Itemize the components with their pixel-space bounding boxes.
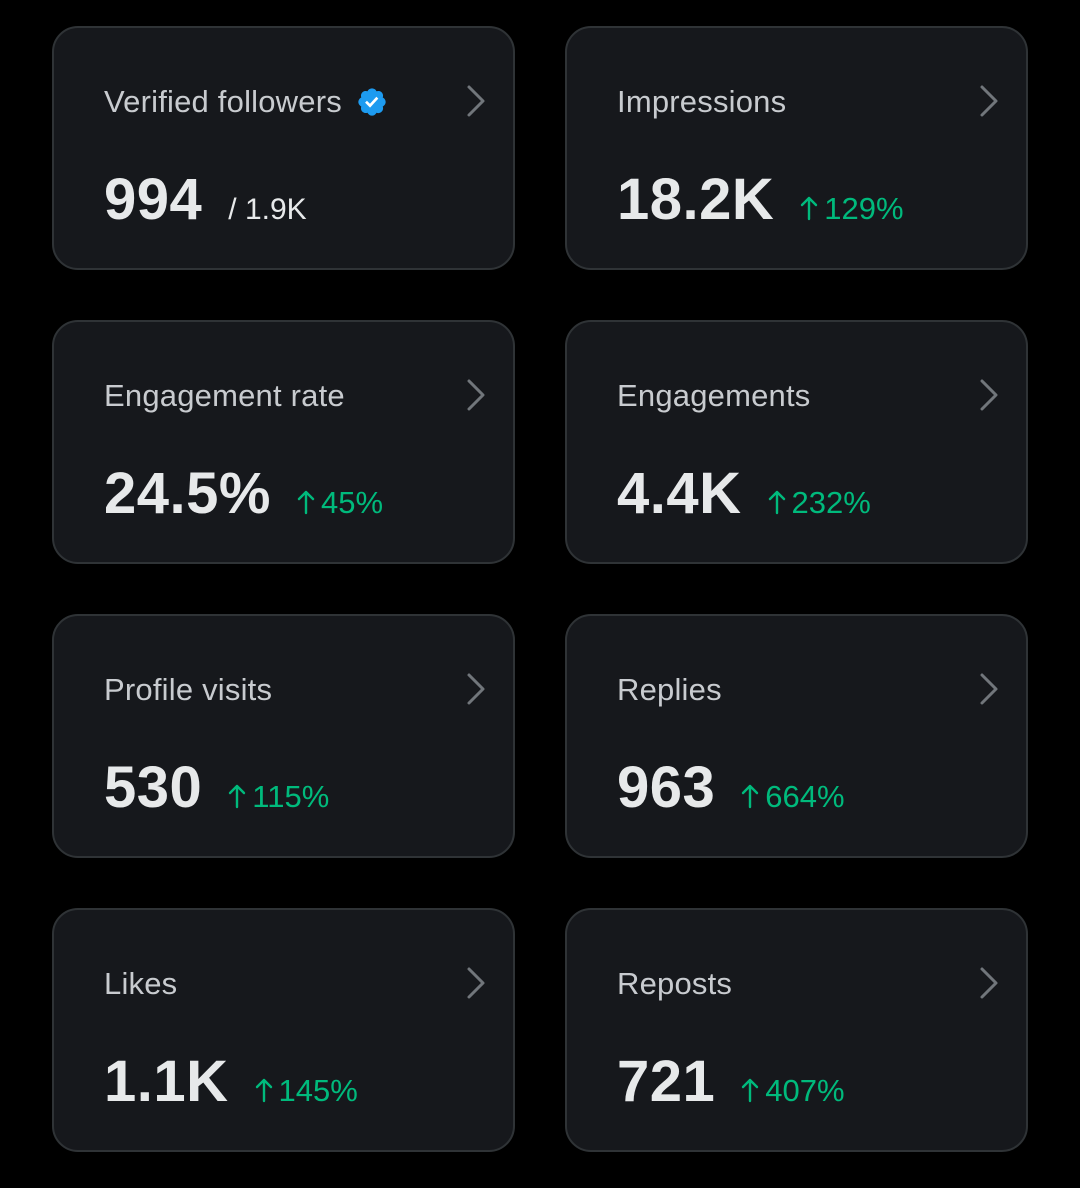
metric-change-value: 407% [765,1073,845,1108]
card-title: Impressions [617,84,787,119]
metric-value: 721 [617,1049,716,1114]
arrow-up-icon [742,1078,759,1103]
metric-value: 530 [104,755,203,820]
card-engagements[interactable]: Engagements 4.4K 232% [565,320,1028,564]
chevron-right-icon [467,673,485,705]
value-row: 994 / 1.9K [104,168,307,232]
metric-change-value: 45% [320,485,384,520]
arrow-up-icon [801,196,818,221]
arrow-up-icon [297,490,315,515]
card-title: Verified followers [104,84,342,119]
card-replies[interactable]: Replies 963 664% [565,614,1028,858]
value-row: 24.5% 45% [104,462,383,526]
chevron-right-icon [467,967,485,999]
chevron-right-icon [467,379,485,411]
card-title-row: Impressions [617,84,786,120]
card-verified-followers[interactable]: Verified followers 994 / 1.9K [52,26,515,270]
metric-change-value: 129% [824,191,904,226]
card-title-row: Replies [617,672,722,708]
card-title: Engagements [617,378,811,413]
metric-value: 24.5% [104,461,271,526]
arrow-up-icon [255,1078,272,1103]
chevron-right-icon [467,85,485,117]
arrow-up-icon [229,784,246,809]
metric-change-value: 115% [252,779,330,814]
metric-total: / 1.9K [228,193,307,226]
value-row: 721 407% [617,1050,845,1114]
metric-value: 994 [104,167,203,232]
metric-change-value: 664% [765,779,845,814]
chevron-right-icon [980,379,998,411]
metric-value: 1.1K [104,1049,229,1114]
metric-change: 45% [297,485,383,521]
card-title: Replies [617,672,722,707]
chevron-right-icon [980,85,998,117]
card-title-row: Profile visits [104,672,272,708]
verified-badge-icon [358,88,386,116]
card-title-row: Likes [104,966,177,1002]
value-row: 18.2K 129% [617,168,904,232]
metric-change: 145% [255,1073,358,1109]
card-title: Reposts [617,966,733,1001]
card-engagement-rate[interactable]: Engagement rate 24.5% 45% [52,320,515,564]
metric-change-value: 232% [791,485,871,520]
metric-change: 232% [768,485,871,521]
chevron-right-icon [980,673,998,705]
card-reposts[interactable]: Reposts 721 407% [565,908,1028,1152]
metric-value: 4.4K [617,461,742,526]
metric-change: 115% [228,779,329,815]
metric-value: 963 [617,755,716,820]
metric-change: 664% [741,779,845,815]
value-row: 530 115% [104,756,329,820]
value-row: 4.4K 232% [617,462,871,526]
metric-change-value: 145% [278,1073,358,1108]
card-title: Likes [104,966,178,1001]
stats-grid: Verified followers 994 / 1.9K Impression… [52,26,1028,1152]
metric-value: 18.2K [617,167,775,232]
value-row: 1.1K 145% [104,1050,358,1114]
value-row: 963 664% [617,756,845,820]
metric-change: 129% [800,191,904,227]
arrow-up-icon [742,784,759,809]
card-title-row: Engagement rate [104,378,345,414]
card-profile-visits[interactable]: Profile visits 530 115% [52,614,515,858]
card-title: Engagement rate [104,378,345,413]
card-title-row: Verified followers [104,84,388,120]
metric-change: 407% [741,1073,845,1109]
card-title: Profile visits [104,672,273,707]
arrow-up-icon [768,490,785,515]
card-likes[interactable]: Likes 1.1K 145% [52,908,515,1152]
card-title-row: Reposts [617,966,732,1002]
card-title-row: Engagements [617,378,811,414]
card-impressions[interactable]: Impressions 18.2K 129% [565,26,1028,270]
chevron-right-icon [980,967,998,999]
